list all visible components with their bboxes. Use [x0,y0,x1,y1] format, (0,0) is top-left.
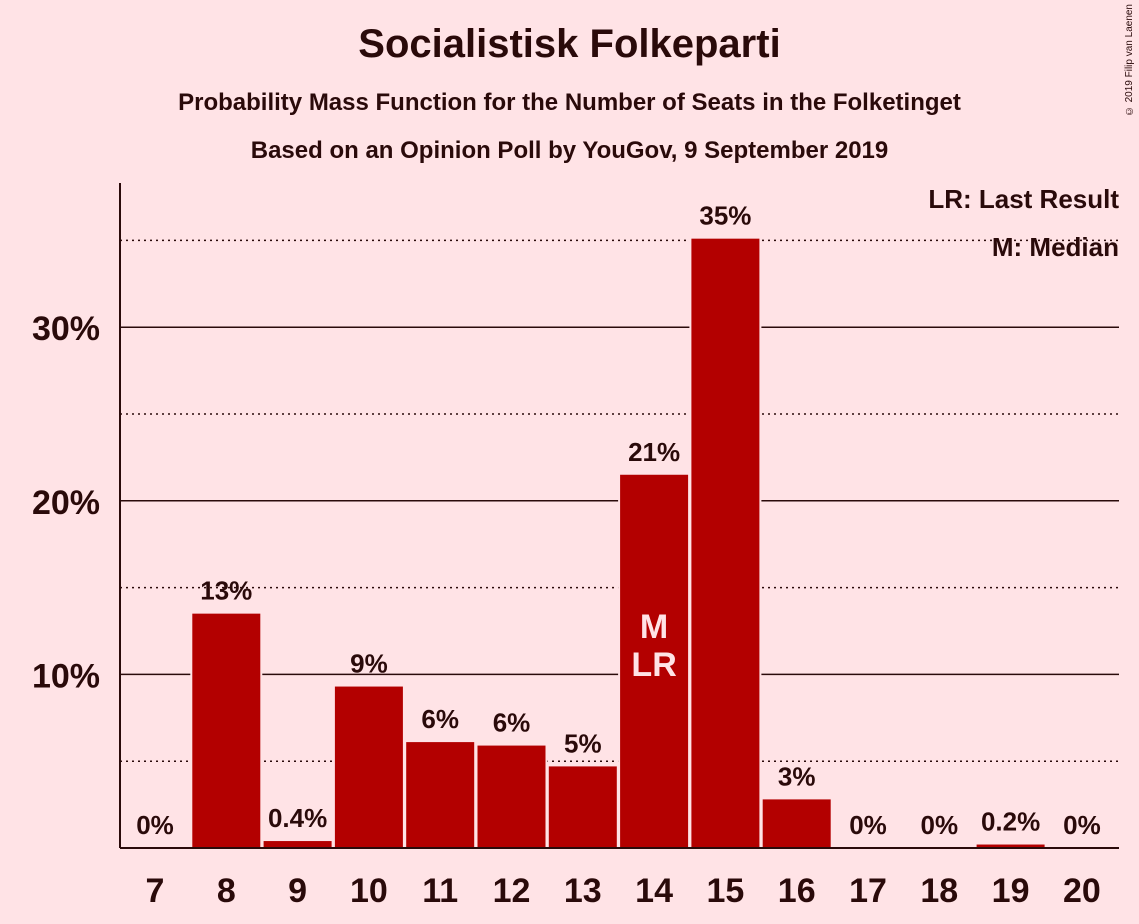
bar-value-label: 6% [493,708,531,738]
x-tick-label: 11 [422,872,458,910]
bar [477,745,546,848]
bar-value-label: 0% [1063,810,1101,840]
y-tick-label: 30% [32,310,100,348]
bar [192,613,261,848]
bar-value-label: 13% [200,576,252,606]
bar-value-label: 0.4% [268,803,327,833]
bar-value-label: 0.2% [981,807,1040,837]
x-tick-label: 19 [992,872,1030,910]
bar-value-label: 6% [421,704,459,734]
bar [548,766,617,848]
x-tick-label: 13 [564,872,602,910]
x-tick-label: 18 [920,872,958,910]
x-tick-label: 12 [493,872,531,910]
x-tick-label: 16 [778,872,816,910]
bar [976,844,1045,848]
bar-value-label: 3% [778,761,816,791]
x-tick-label: 17 [849,872,887,910]
bar-value-label: 35% [699,201,751,231]
bar-value-label: 9% [350,649,388,679]
bar-marker-label: M [640,608,668,646]
bar [406,742,475,848]
x-tick-label: 7 [146,872,165,910]
bar-value-label: 0% [849,810,887,840]
bar [620,474,689,848]
bar-value-label: 0% [136,810,174,840]
bar [691,238,760,848]
chart-source-subtitle: Based on an Opinion Poll by YouGov, 9 Se… [250,137,889,164]
bar [334,686,403,848]
legend-last-result: LR: Last Result [928,184,1119,214]
bar-value-label: 21% [628,437,680,467]
y-tick-label: 10% [32,657,100,695]
x-tick-label: 14 [635,872,673,910]
x-tick-label: 15 [706,872,744,910]
bar-value-label: 0% [921,810,959,840]
y-tick-label: 20% [32,484,100,522]
bar [762,799,831,848]
chart-subtitle: Probability Mass Function for the Number… [178,89,961,116]
legend-median: M: Median [991,232,1119,262]
bar [263,841,332,848]
bar-marker-label: LR [631,646,676,684]
x-tick-label: 10 [350,872,388,910]
bar-value-label: 5% [564,728,602,758]
x-tick-label: 8 [217,872,236,910]
x-tick-label: 20 [1063,872,1101,910]
chart-title: Socialistisk Folkeparti [358,22,781,66]
x-tick-label: 9 [288,872,307,910]
